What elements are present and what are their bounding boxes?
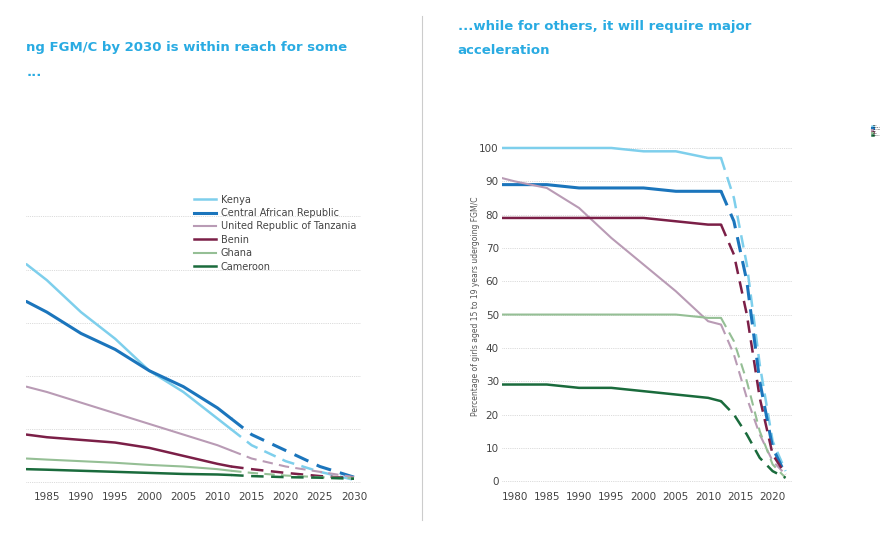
Legend: Kenya, Central African Republic, United Republic of Tanzania, Benin, Ghana, Came: Kenya, Central African Republic, United … (194, 195, 356, 272)
Legend: Kenya, Central African Republic, United Republic of Tanzania, Benin, Ghana, Came: Kenya, Central African Republic, United … (872, 125, 880, 136)
Text: ng FGM/C by 2030 is within reach for some: ng FGM/C by 2030 is within reach for som… (26, 41, 348, 54)
Text: ...while for others, it will require major: ...while for others, it will require maj… (458, 20, 751, 33)
Y-axis label: Percentage of girls aged 15 to 19 years udergoing FGM/C: Percentage of girls aged 15 to 19 years … (471, 197, 480, 416)
Text: acceleration: acceleration (458, 44, 550, 57)
Text: ...: ... (26, 66, 41, 79)
